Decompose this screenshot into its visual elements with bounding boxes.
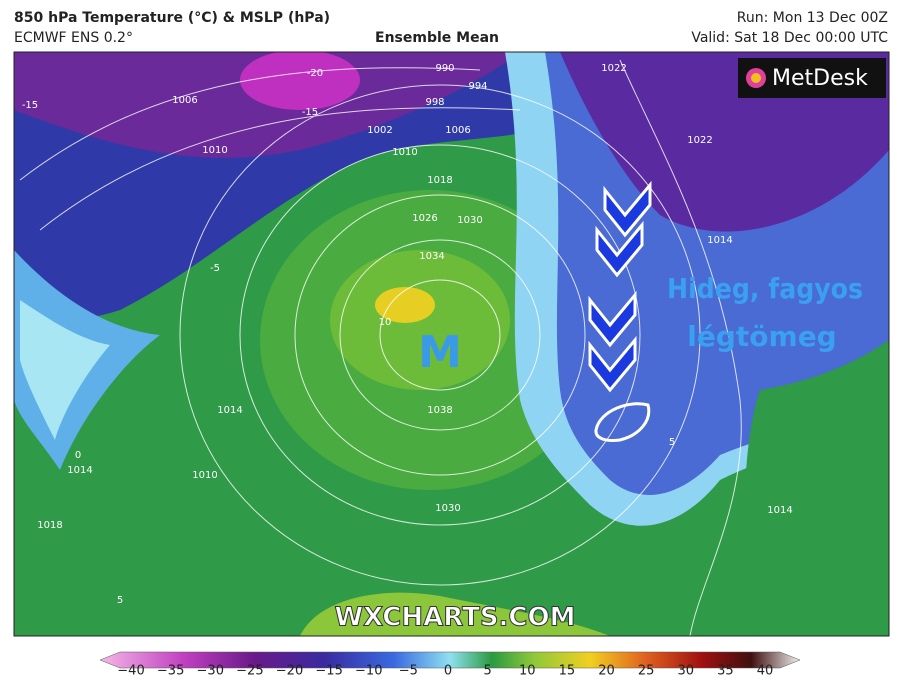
contour-label: -15 <box>302 107 318 118</box>
contour-label: 1030 <box>435 503 460 514</box>
contour-label: -15 <box>22 100 38 111</box>
contour-label: 1010 <box>192 470 217 481</box>
colorbar-tick: −35 <box>157 664 184 679</box>
contour-label: 1034 <box>419 251 444 262</box>
colorbar-tick: 30 <box>677 664 694 679</box>
contour-label: 1010 <box>392 147 417 158</box>
high-label: M <box>418 327 462 378</box>
valid: Valid: Sat 18 Dec 00:00 UTC <box>691 30 888 46</box>
logo: MetDesk <box>772 66 868 91</box>
colorbar-tick: 15 <box>559 664 576 679</box>
contour-label: 1030 <box>457 215 482 226</box>
contour-label: 1038 <box>427 405 452 416</box>
colorbar-tick: 40 <box>757 664 774 679</box>
contour-label: 10 <box>379 317 392 328</box>
colorbar-tick: 25 <box>638 664 655 679</box>
colorbar-tick: −5 <box>399 664 418 679</box>
contour-label: 1018 <box>37 520 62 531</box>
colorbar-tick: 20 <box>598 664 615 679</box>
contour-label: 1014 <box>217 405 242 416</box>
contour-label: 1014 <box>707 235 732 246</box>
contour-label: 1006 <box>172 95 197 106</box>
contour-label: 1006 <box>445 125 470 136</box>
colorbar-tick: −40 <box>117 664 144 679</box>
colorbar-tick: −20 <box>276 664 303 679</box>
run: Run: Mon 13 Dec 00Z <box>737 10 888 26</box>
contour-label: 5 <box>669 437 675 448</box>
colorbar-tick: 10 <box>519 664 536 679</box>
contour-label: 998 <box>425 97 444 108</box>
contour-label: 1002 <box>367 125 392 136</box>
title: 850 hPa Temperature (°C) & MSLP (hPa) <box>14 10 330 26</box>
colorbar-tick: 5 <box>483 664 491 679</box>
colorbar-tick: 35 <box>717 664 734 679</box>
contour-label: 1022 <box>601 63 626 74</box>
contour-label: 1026 <box>412 213 437 224</box>
colorbar-tick: −15 <box>315 664 342 679</box>
watermark: WXCHARTS.COM <box>334 603 575 633</box>
contour-label: 990 <box>435 63 454 74</box>
annotation-line: légtömeg <box>687 320 836 353</box>
colorbar-tick: −30 <box>197 664 224 679</box>
contour-label: 0 <box>75 450 81 461</box>
contour-label: -20 <box>307 68 323 79</box>
subtitle: Ensemble Mean <box>375 30 499 46</box>
contour-label: 1014 <box>67 465 92 476</box>
contour-label: 1014 <box>767 505 792 516</box>
annotation-line: Hideg, fagyos <box>667 272 863 305</box>
map: 990 994 998 1002 1006 1010 1018 1026 1030 1034 103… <box>14 52 889 636</box>
model: ECMWF ENS 0.2° <box>14 30 133 46</box>
contour-label: 1018 <box>427 175 452 186</box>
contour-label: 1010 <box>202 145 227 156</box>
colorbar <box>99 651 801 669</box>
colorbar-tick: 0 <box>444 664 452 679</box>
contour-label: 1022 <box>687 135 712 146</box>
contour-label: -5 <box>210 263 220 274</box>
colorbar-tick: −10 <box>355 664 382 679</box>
contour-label: 5 <box>117 595 123 606</box>
map-frame <box>13 51 890 637</box>
contour-label: 994 <box>468 81 487 92</box>
colorbar-tick: −25 <box>236 664 263 679</box>
